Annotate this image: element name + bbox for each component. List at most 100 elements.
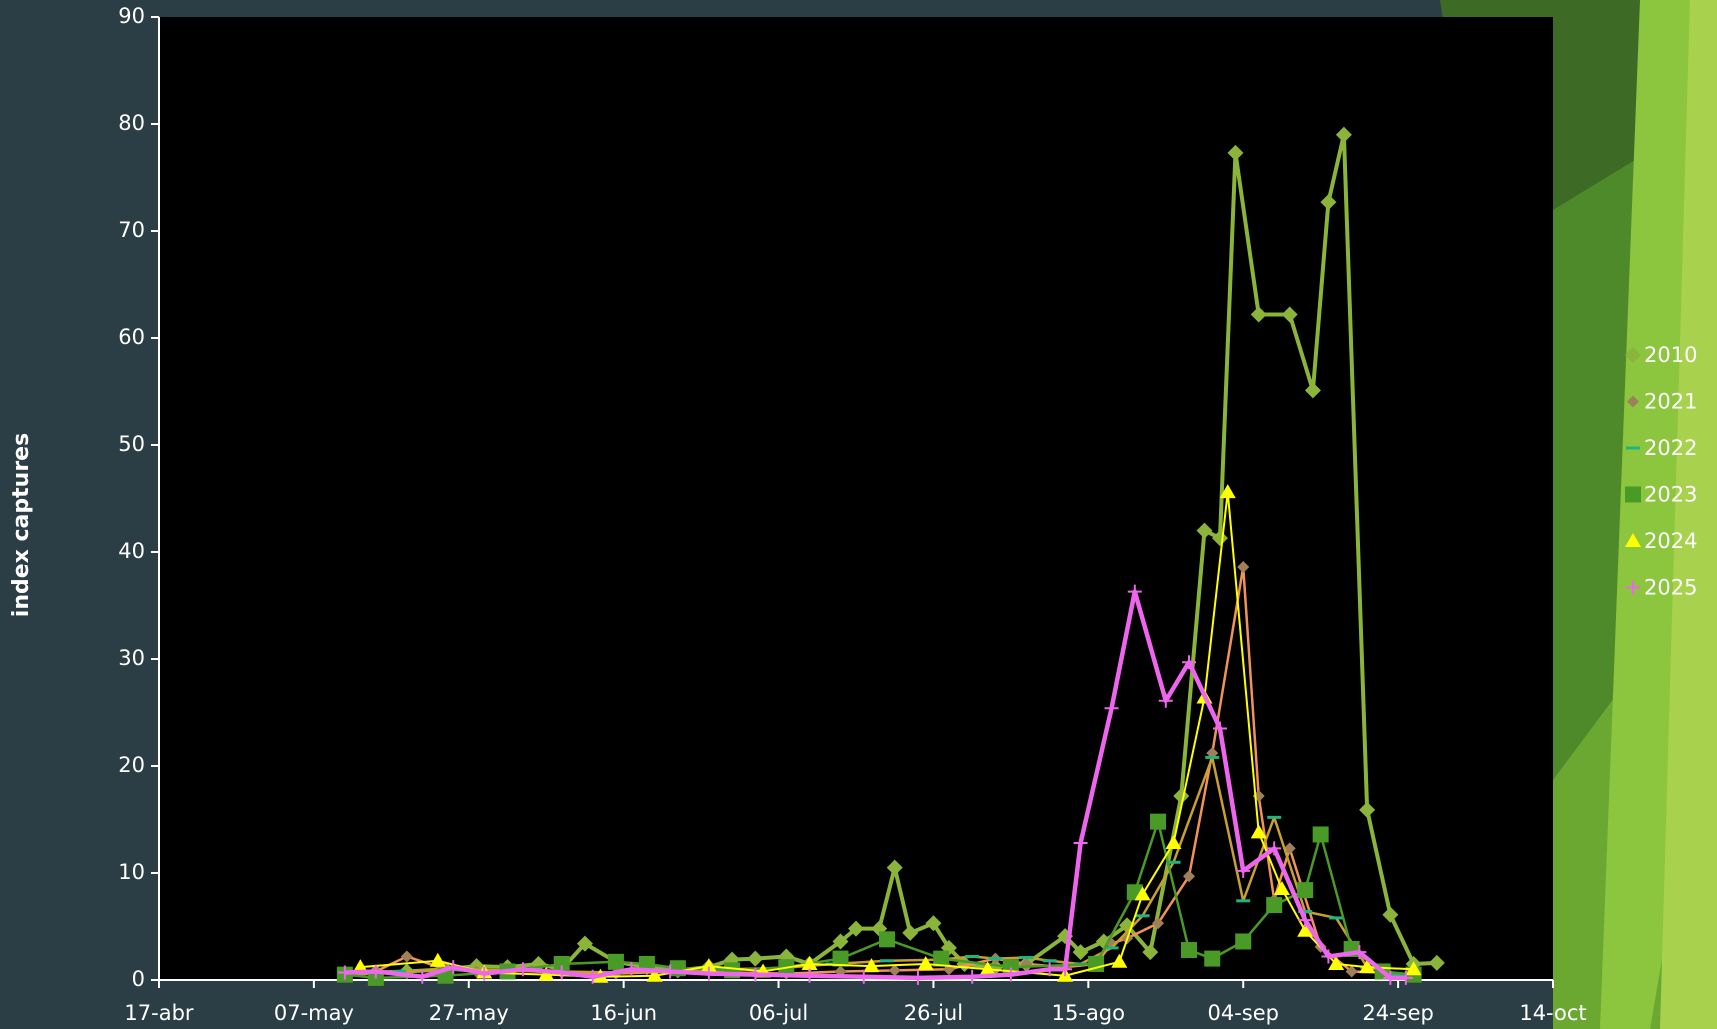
legend-label: 2021 bbox=[1644, 390, 1697, 414]
legend-label: 2022 bbox=[1644, 436, 1697, 460]
marker bbox=[933, 950, 950, 967]
marker bbox=[1312, 826, 1329, 843]
marker bbox=[400, 950, 413, 963]
legend-marker bbox=[1625, 347, 1641, 363]
plot-area bbox=[159, 17, 1553, 980]
marker bbox=[902, 924, 919, 941]
y-tick-label: 20 bbox=[118, 753, 145, 777]
x-tick-label: 16-jun bbox=[590, 1001, 657, 1025]
marker bbox=[979, 961, 996, 976]
marker bbox=[878, 931, 895, 948]
marker bbox=[801, 955, 818, 970]
marker bbox=[965, 969, 980, 984]
marker bbox=[429, 952, 446, 967]
x-tick-label: 14-oct bbox=[1519, 1001, 1586, 1025]
marker bbox=[1150, 813, 1167, 830]
x-tick-label: 17-abr bbox=[124, 1001, 193, 1025]
x-tick-label: 26-jul bbox=[904, 1001, 963, 1025]
marker bbox=[856, 969, 871, 984]
marker bbox=[1182, 655, 1197, 670]
marker bbox=[1235, 933, 1252, 950]
marker bbox=[1158, 693, 1173, 708]
y-tick-label: 80 bbox=[118, 111, 145, 135]
legend-label: 2010 bbox=[1644, 343, 1697, 367]
marker bbox=[1181, 942, 1198, 959]
marker bbox=[1298, 913, 1313, 928]
y-tick-label: 0 bbox=[132, 967, 145, 991]
marker bbox=[554, 965, 569, 980]
marker bbox=[1297, 882, 1314, 899]
marker bbox=[1297, 922, 1314, 937]
marker bbox=[646, 967, 663, 982]
marker bbox=[1196, 522, 1213, 539]
marker bbox=[477, 966, 492, 981]
marker bbox=[1428, 954, 1445, 971]
y-tick-label: 40 bbox=[118, 539, 145, 563]
marker bbox=[368, 964, 383, 979]
marker bbox=[1266, 897, 1283, 914]
marker bbox=[415, 969, 430, 984]
legend-marker bbox=[1626, 580, 1640, 595]
marker bbox=[1211, 530, 1228, 547]
y-tick-label: 60 bbox=[118, 325, 145, 349]
y-tick-label: 30 bbox=[118, 646, 145, 670]
marker bbox=[1072, 944, 1089, 961]
marker bbox=[1359, 801, 1376, 818]
marker bbox=[1237, 560, 1250, 573]
marker bbox=[848, 920, 864, 937]
marker bbox=[1042, 962, 1057, 977]
y-tick-label: 50 bbox=[118, 432, 145, 456]
marker bbox=[747, 950, 764, 967]
legend-label: 2025 bbox=[1644, 576, 1697, 600]
x-tick-label: 15-ago bbox=[1052, 1001, 1125, 1025]
marker bbox=[337, 965, 352, 980]
marker bbox=[1250, 824, 1267, 839]
marker bbox=[700, 958, 717, 973]
marker bbox=[832, 950, 849, 967]
marker bbox=[925, 915, 942, 932]
marker bbox=[917, 955, 934, 970]
marker bbox=[1320, 194, 1337, 211]
marker bbox=[1328, 955, 1345, 970]
marker bbox=[1212, 721, 1227, 736]
marker bbox=[1165, 835, 1182, 850]
marker bbox=[1382, 906, 1399, 923]
y-tick-label: 90 bbox=[118, 4, 145, 28]
marker bbox=[515, 962, 530, 977]
legend-marker bbox=[1625, 486, 1641, 503]
legend-label: 2023 bbox=[1644, 483, 1697, 507]
marker bbox=[748, 967, 763, 982]
marker bbox=[553, 955, 570, 972]
marker bbox=[1405, 961, 1422, 976]
marker bbox=[802, 968, 817, 983]
marker bbox=[1281, 306, 1298, 323]
marker bbox=[1183, 870, 1196, 883]
marker bbox=[1321, 949, 1336, 964]
legend-marker bbox=[1625, 533, 1641, 547]
marker bbox=[1273, 881, 1290, 896]
x-tick-label: 24-sep bbox=[1362, 1001, 1434, 1025]
marker bbox=[1267, 841, 1282, 856]
marker bbox=[576, 935, 593, 952]
y-tick-label: 70 bbox=[118, 218, 145, 242]
marker bbox=[1127, 584, 1142, 599]
marker bbox=[1398, 970, 1413, 985]
marker bbox=[1073, 836, 1088, 851]
marker bbox=[538, 966, 555, 981]
marker bbox=[607, 953, 624, 970]
x-tick-label: 04-sep bbox=[1207, 1001, 1279, 1025]
marker bbox=[624, 962, 639, 977]
x-tick-label: 06-jul bbox=[749, 1001, 808, 1025]
marker bbox=[832, 933, 849, 950]
marker bbox=[1345, 965, 1358, 978]
legend-label: 2024 bbox=[1644, 529, 1697, 553]
marker bbox=[1227, 144, 1244, 161]
marker bbox=[863, 958, 880, 973]
x-tick-label: 27-may bbox=[429, 1001, 509, 1025]
legend-marker bbox=[1627, 395, 1639, 408]
marker bbox=[1335, 126, 1352, 143]
marker bbox=[1058, 962, 1073, 977]
x-tick-label: 07-may bbox=[274, 1001, 354, 1025]
marker bbox=[1111, 953, 1128, 968]
